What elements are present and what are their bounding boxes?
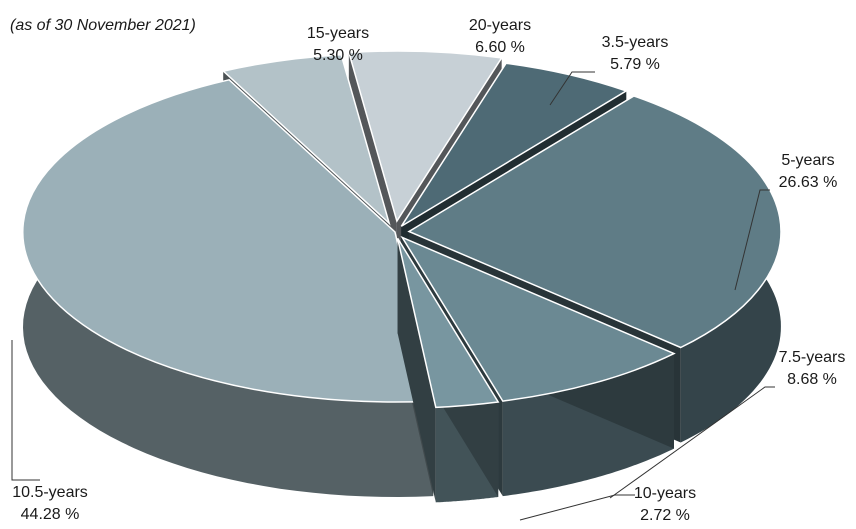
slice-top: [347, 50, 503, 223]
slice-label-3.5-years: 3.5-years: [602, 34, 669, 51]
slice-value-10.5-years: 44.28 %: [21, 506, 80, 523]
leader-line-10-years: [519, 494, 635, 521]
slice-top: [221, 53, 391, 226]
pie-slices: [22, 50, 782, 503]
slice-value-5-years: 26.63 %: [779, 174, 838, 191]
slice-label-10-years: 10-years: [634, 485, 696, 502]
slice-label-7.5-years: 7.5-years: [779, 349, 846, 366]
leader-line-7.5-years: [609, 386, 775, 499]
slice-value-15-years: 5.30 %: [313, 47, 363, 64]
leader-line-5-years: [734, 189, 770, 291]
slice-top: [400, 235, 676, 402]
slice-label-20-years: 20-years: [469, 17, 531, 34]
pie-labels: 20-years 6.60 % 3.5-years 5.79 % 5-years 26.6…: [11, 17, 846, 524]
pie-slice-10.5-years: [22, 78, 435, 498]
pie-slice-10-years: [396, 237, 500, 503]
slice-top: [400, 62, 628, 227]
slice-label-5-years: 5-years: [781, 152, 834, 169]
slice-cut-face: [397, 238, 436, 503]
slice-top: [396, 237, 500, 409]
slice-value-7.5-years: 8.68 %: [787, 371, 837, 388]
slice-value-3.5-years: 5.79 %: [610, 56, 660, 73]
chart-subtitle: (as of 30 November 2021): [10, 17, 196, 34]
slice-label-15-years: 15-years: [307, 25, 369, 42]
leader-line-10.5-years: [11, 340, 40, 481]
slice-value-20-years: 6.60 %: [475, 39, 525, 56]
leader-line-3.5-years: [549, 71, 595, 106]
slice-label-10.5-years: 10.5-years: [12, 484, 88, 501]
slice-value-10-years: 2.72 %: [640, 507, 690, 524]
slice-top: [22, 78, 435, 403]
slice-top: [407, 95, 782, 349]
